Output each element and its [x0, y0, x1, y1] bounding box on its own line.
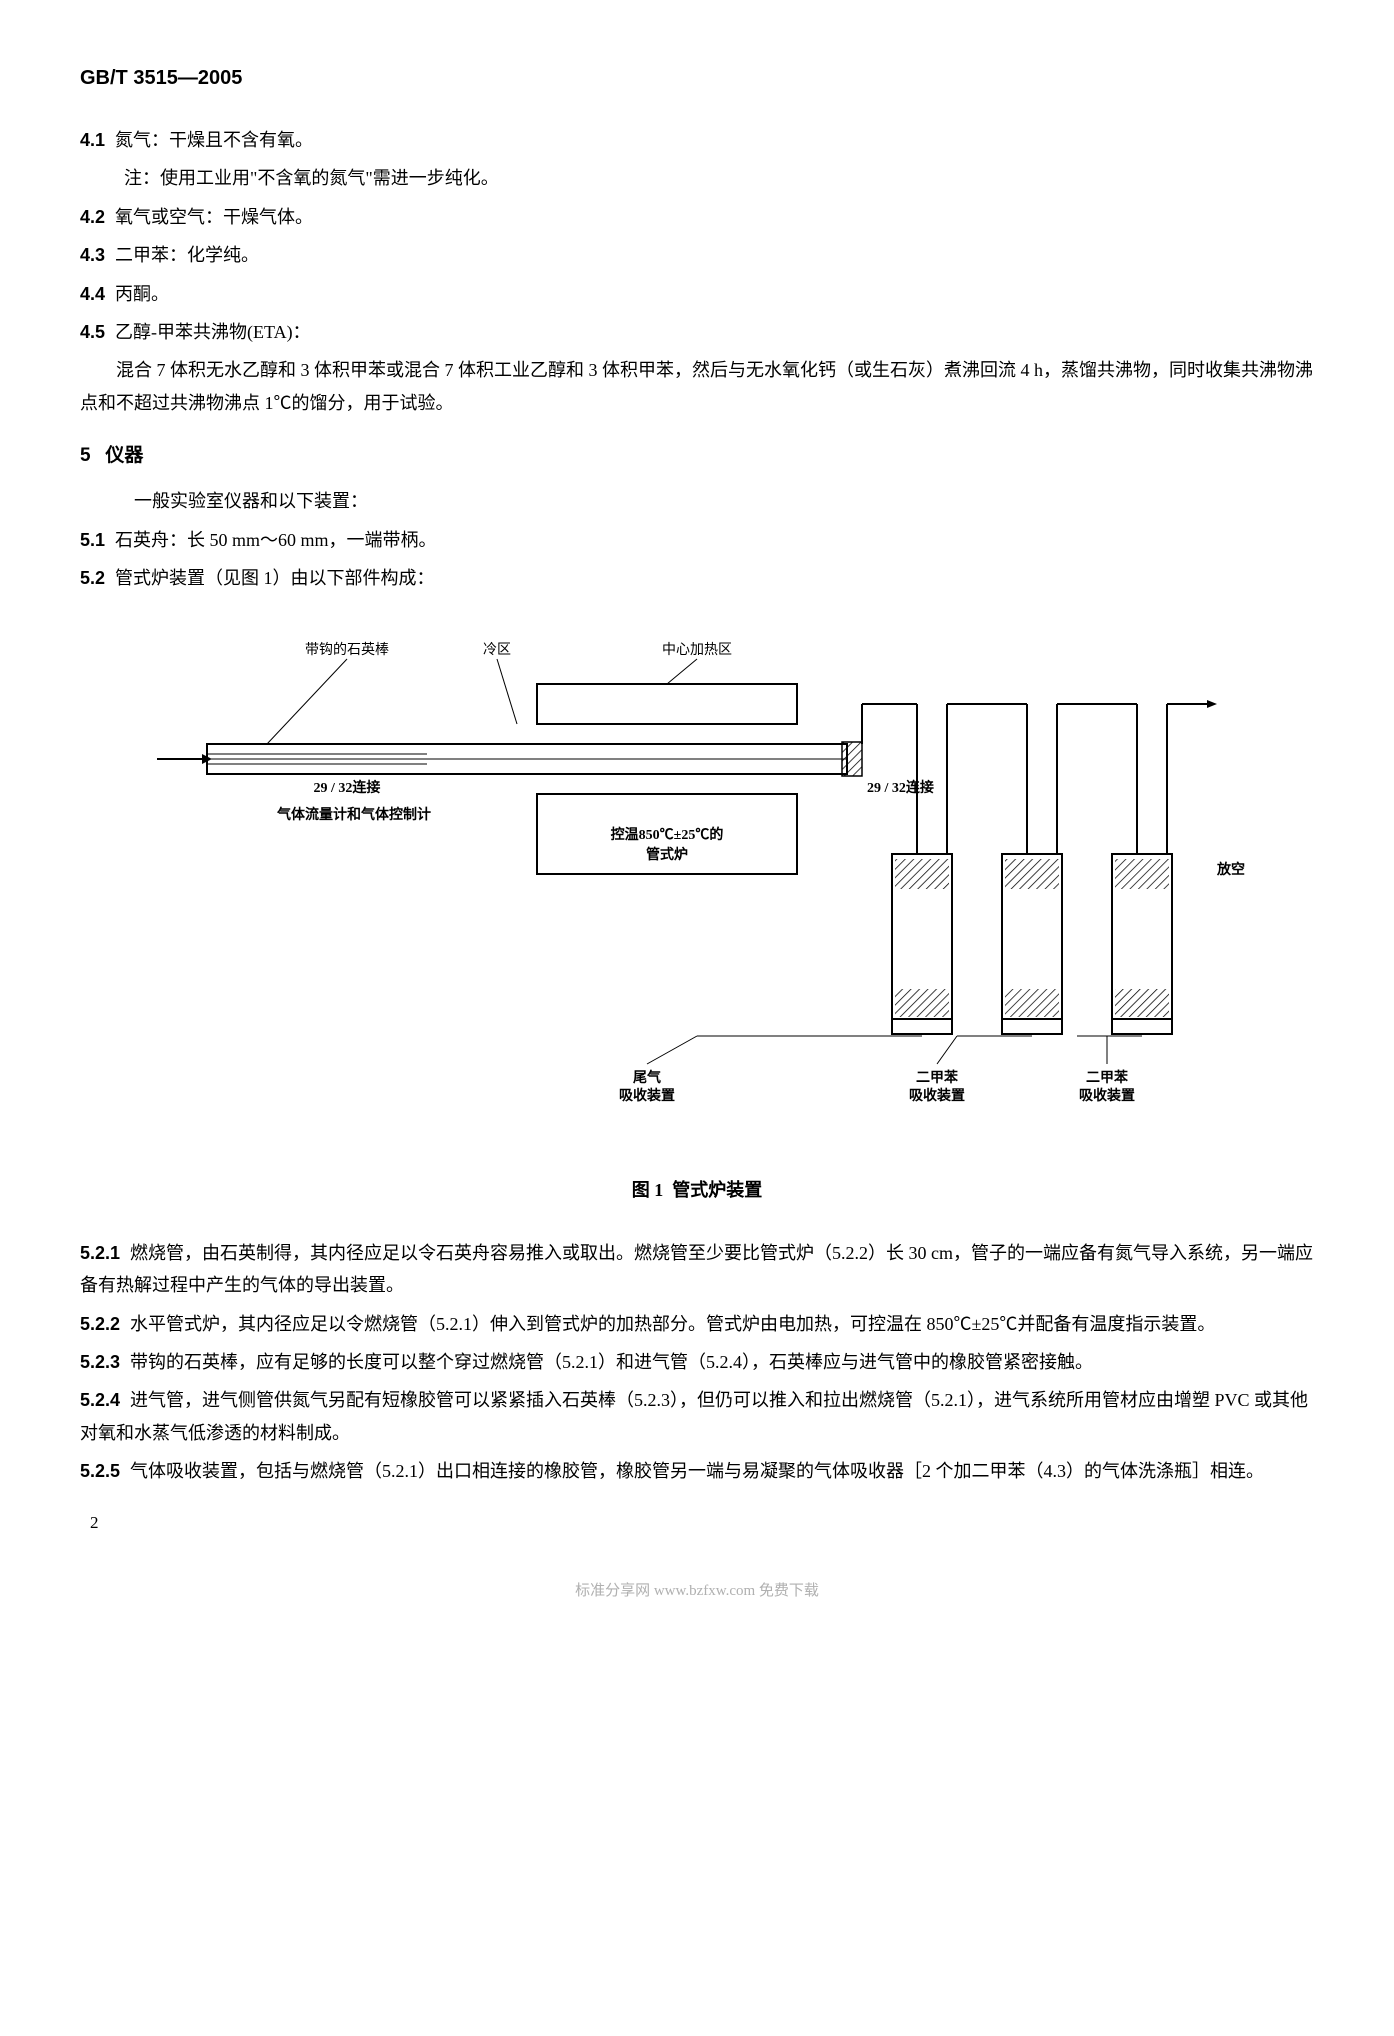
- label-furnace-2: 管式炉: [646, 846, 688, 863]
- item-4-1: 4.1 氮气：干燥且不含有氧。: [80, 124, 1314, 156]
- item-text: 进气管，进气侧管供氮气另配有短橡胶管可以紧紧插入石英棒（5.2.3），但仍可以推…: [80, 1390, 1308, 1442]
- item-num: 4.5: [80, 322, 105, 342]
- item-num: 5.2.2: [80, 1314, 120, 1334]
- item-num: 5.2.4: [80, 1390, 120, 1410]
- item-4-2: 4.2 氧气或空气：干燥气体。: [80, 201, 1314, 233]
- label-conn-left: 29 / 32连接: [314, 779, 381, 796]
- label-tail-gas-1: 尾气: [633, 1069, 661, 1086]
- figure-caption: 图 1 管式炉装置: [80, 1174, 1314, 1206]
- item-text: 丙酮。: [115, 284, 169, 304]
- label-xylene2-1: 二甲苯: [1086, 1069, 1129, 1086]
- section-title: 仪器: [105, 445, 143, 466]
- figure-1: 带钩的石英棒 冷区 中心加热区 29 / 32连接 气体流量计和气体控制计 控温…: [80, 624, 1314, 1144]
- item-5-2-1: 5.2.1燃烧管，由石英制得，其内径应足以令石英舟容易推入或取出。燃烧管至少要比…: [80, 1237, 1314, 1302]
- item-num: 5.2.3: [80, 1352, 120, 1372]
- label-tail-gas-2: 吸收装置: [619, 1087, 675, 1104]
- absorber-xylene-2: [1112, 700, 1217, 1034]
- label-hooked-rod: 带钩的石英棒: [305, 641, 389, 658]
- item-num: 5.2: [80, 568, 105, 588]
- item-num: 4.4: [80, 284, 105, 304]
- item-num: 4.2: [80, 207, 105, 227]
- item-num: 5.2.5: [80, 1461, 120, 1481]
- item-5-2-3: 5.2.3 带钩的石英棒，应有足够的长度可以整个穿过燃烧管（5.2.1）和进气管（…: [80, 1346, 1314, 1378]
- figure-caption-text: 管式炉装置: [672, 1180, 762, 1200]
- item-4-5: 4.5 乙醇-甲苯共沸物(ETA)：: [80, 316, 1314, 348]
- item-5-2-5: 5.2.5 气体吸收装置，包括与燃烧管（5.2.1）出口相连接的橡胶管，橡胶管另一…: [80, 1455, 1314, 1487]
- item-num: 4.1: [80, 130, 105, 150]
- item-num: 5.1: [80, 530, 105, 550]
- label-xylene1-2: 吸收装置: [909, 1087, 965, 1104]
- item-text: 乙醇-甲苯共沸物(ETA)：: [115, 322, 311, 342]
- item-text: 二甲苯：化学纯。: [115, 245, 259, 265]
- item-5-2-4: 5.2.4进气管，进气侧管供氮气另配有短橡胶管可以紧紧插入石英棒（5.2.3），…: [80, 1384, 1314, 1449]
- figure-caption-num: 图 1: [632, 1180, 664, 1200]
- label-conn-right: 29 / 32连接: [867, 779, 934, 796]
- item-text: 氮气：干燥且不含有氧。: [115, 130, 313, 150]
- item-text: 管式炉装置（见图 1）由以下部件构成：: [115, 568, 435, 588]
- label-furnace-1: 控温850℃±25℃的: [611, 826, 724, 843]
- footer-watermark: 标准分享网 www.bzfxw.com 免费下载: [80, 1578, 1314, 1605]
- label-flow-control: 气体流量计和气体控制计: [276, 806, 431, 823]
- item-4-3: 4.3 二甲苯：化学纯。: [80, 239, 1314, 271]
- note-4-1: 注：使用工业用"不含氧的氮气"需进一步纯化。: [124, 162, 1314, 194]
- item-num: 4.3: [80, 245, 105, 265]
- item-text: 带钩的石英棒，应有足够的长度可以整个穿过燃烧管（5.2.1）和进气管（5.2.4…: [130, 1352, 1093, 1372]
- label-cold-zone: 冷区: [483, 642, 511, 658]
- label-xylene1-1: 二甲苯: [916, 1069, 959, 1086]
- para-4-5: 混合 7 体积无水乙醇和 3 体积甲苯或混合 7 体积工业乙醇和 3 体积甲苯，…: [80, 354, 1314, 419]
- item-num: 5.2.1: [80, 1243, 120, 1263]
- item-text: 燃烧管，由石英制得，其内径应足以令石英舟容易推入或取出。燃烧管至少要比管式炉（5…: [80, 1243, 1313, 1295]
- item-5-1: 5.1 石英舟：长 50 mm～60 mm，一端带柄。: [80, 524, 1314, 556]
- item-5-2: 5.2 管式炉装置（见图 1）由以下部件构成：: [80, 562, 1314, 594]
- label-xylene2-2: 吸收装置: [1079, 1087, 1135, 1104]
- section-num: 5: [80, 445, 91, 466]
- furnace-diagram: 带钩的石英棒 冷区 中心加热区 29 / 32连接 气体流量计和气体控制计 控温…: [147, 624, 1247, 1144]
- item-text: 氧气或空气：干燥气体。: [115, 207, 313, 227]
- sec5-intro: 一般实验室仪器和以下装置：: [80, 485, 1314, 517]
- label-heat-zone: 中心加热区: [662, 642, 732, 658]
- item-text: 气体吸收装置，包括与燃烧管（5.2.1）出口相连接的橡胶管，橡胶管另一端与易凝聚…: [130, 1461, 1264, 1481]
- section-5-heading: 5 仪器: [80, 439, 1314, 473]
- item-4-4: 4.4 丙酮。: [80, 278, 1314, 310]
- item-text: 石英舟：长 50 mm～60 mm，一端带柄。: [115, 530, 437, 550]
- label-vent: 放空: [1216, 861, 1245, 878]
- item-5-2-2: 5.2.2 水平管式炉，其内径应足以令燃烧管（5.2.1）伸入到管式炉的加热部分。…: [80, 1308, 1314, 1340]
- item-text: 水平管式炉，其内径应足以令燃烧管（5.2.1）伸入到管式炉的加热部分。管式炉由电…: [130, 1314, 1215, 1334]
- page-number: 2: [90, 1508, 1314, 1539]
- document-header: GB/T 3515—2005: [80, 60, 1314, 96]
